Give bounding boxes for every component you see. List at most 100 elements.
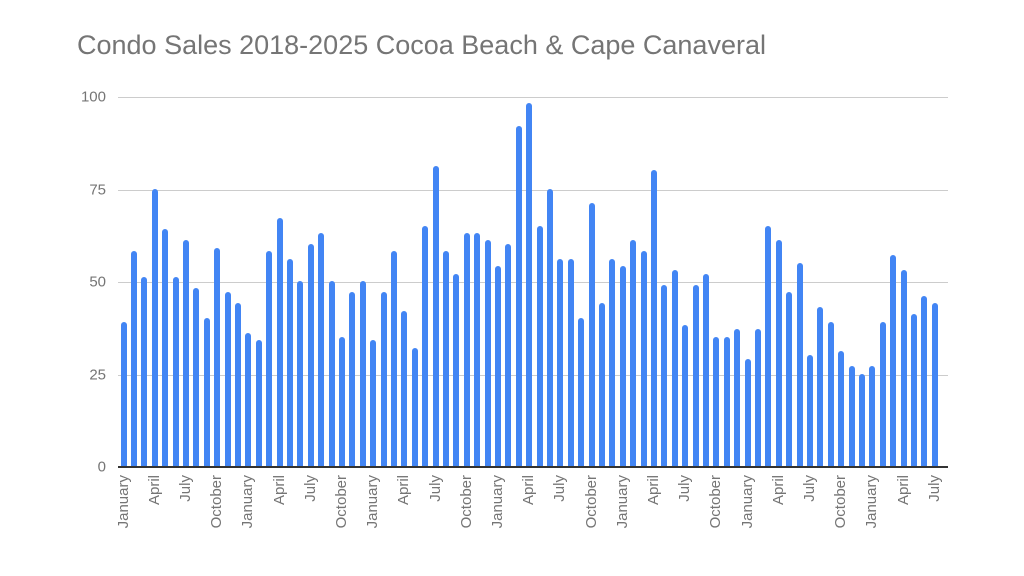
bar[interactable]	[120, 321, 127, 466]
bar[interactable]	[765, 225, 772, 466]
bar[interactable]	[307, 244, 314, 466]
bar[interactable]	[838, 351, 845, 466]
bar[interactable]	[182, 240, 189, 466]
bar[interactable]	[734, 329, 741, 466]
bar[interactable]	[370, 340, 377, 466]
bar[interactable]	[921, 295, 928, 466]
bar[interactable]	[526, 103, 533, 466]
y-tick-label: 0	[97, 458, 106, 476]
bar[interactable]	[286, 258, 293, 466]
bar[interactable]	[349, 292, 356, 466]
bar[interactable]	[162, 229, 169, 466]
x-tick-label: July	[800, 475, 818, 502]
bar[interactable]	[411, 347, 418, 466]
bar[interactable]	[650, 170, 657, 466]
bar[interactable]	[463, 232, 470, 466]
bar[interactable]	[890, 255, 897, 466]
bar[interactable]	[338, 336, 345, 466]
x-tick-label: January	[488, 475, 506, 529]
bar[interactable]	[817, 306, 824, 466]
x-tick-label: July	[176, 475, 194, 502]
bar[interactable]	[130, 251, 137, 466]
bar[interactable]	[474, 232, 481, 466]
bar[interactable]	[328, 281, 335, 466]
bar[interactable]	[318, 232, 325, 466]
bar[interactable]	[141, 277, 148, 466]
x-tick-label: July	[676, 475, 694, 502]
bar[interactable]	[858, 373, 865, 466]
x-tick-label: January	[364, 475, 382, 529]
bar[interactable]	[172, 277, 179, 466]
bar[interactable]	[422, 225, 429, 466]
bar[interactable]	[266, 251, 273, 466]
bar[interactable]	[214, 247, 221, 466]
bar[interactable]	[827, 321, 834, 466]
gridline	[118, 282, 948, 283]
x-axis-line	[118, 466, 948, 468]
x-tick-label: April	[769, 475, 787, 506]
bar[interactable]	[494, 266, 501, 466]
x-tick-label: April	[145, 475, 163, 506]
bar[interactable]	[775, 240, 782, 466]
x-tick-label: January	[863, 475, 881, 529]
y-tick-label: 100	[80, 88, 106, 106]
bar[interactable]	[255, 340, 262, 466]
bar[interactable]	[630, 240, 637, 466]
y-tick-label: 50	[89, 273, 106, 291]
bar[interactable]	[900, 269, 907, 466]
bar[interactable]	[848, 366, 855, 466]
bar[interactable]	[806, 355, 813, 466]
bar[interactable]	[484, 240, 491, 466]
bar[interactable]	[661, 284, 668, 466]
bar[interactable]	[931, 303, 938, 466]
bar[interactable]	[910, 314, 917, 466]
plot-area	[118, 97, 948, 468]
bar[interactable]	[515, 125, 522, 466]
bar[interactable]	[588, 203, 595, 466]
bar[interactable]	[682, 325, 689, 466]
bar[interactable]	[297, 281, 304, 466]
bar[interactable]	[401, 310, 408, 466]
x-tick-label: October	[208, 475, 226, 529]
bar[interactable]	[453, 273, 460, 466]
bar[interactable]	[442, 251, 449, 466]
bar[interactable]	[203, 318, 210, 466]
bar[interactable]	[786, 292, 793, 466]
bar[interactable]	[245, 332, 252, 466]
bar[interactable]	[359, 281, 366, 466]
bar[interactable]	[609, 258, 616, 466]
bar[interactable]	[380, 292, 387, 466]
gridline	[118, 374, 948, 376]
bar[interactable]	[692, 284, 699, 466]
bar[interactable]	[713, 336, 720, 466]
bar[interactable]	[557, 258, 564, 466]
bar[interactable]	[619, 266, 626, 466]
bar[interactable]	[702, 273, 709, 466]
bar[interactable]	[151, 188, 158, 466]
bar[interactable]	[432, 166, 439, 466]
bar[interactable]	[879, 321, 886, 466]
bar[interactable]	[224, 292, 231, 466]
x-tick-label: April	[520, 475, 538, 506]
bar[interactable]	[598, 303, 605, 466]
bar[interactable]	[578, 318, 585, 466]
bar[interactable]	[796, 262, 803, 466]
bar[interactable]	[234, 303, 241, 466]
bar[interactable]	[546, 188, 553, 466]
bar[interactable]	[276, 218, 283, 466]
bar[interactable]	[505, 244, 512, 466]
bar[interactable]	[536, 225, 543, 466]
bar[interactable]	[193, 288, 200, 466]
y-tick-label: 75	[89, 181, 106, 198]
bar[interactable]	[723, 336, 730, 466]
bar[interactable]	[869, 366, 876, 466]
bar[interactable]	[754, 329, 761, 466]
x-tick-label: January	[239, 475, 257, 529]
bar[interactable]	[744, 358, 751, 466]
bar[interactable]	[390, 251, 397, 466]
bar[interactable]	[567, 258, 574, 466]
bar[interactable]	[640, 251, 647, 466]
x-tick-label: April	[270, 475, 288, 506]
bar[interactable]	[671, 269, 678, 466]
chart-title: Condo Sales 2018-2025 Cocoa Beach & Cape…	[77, 30, 766, 60]
